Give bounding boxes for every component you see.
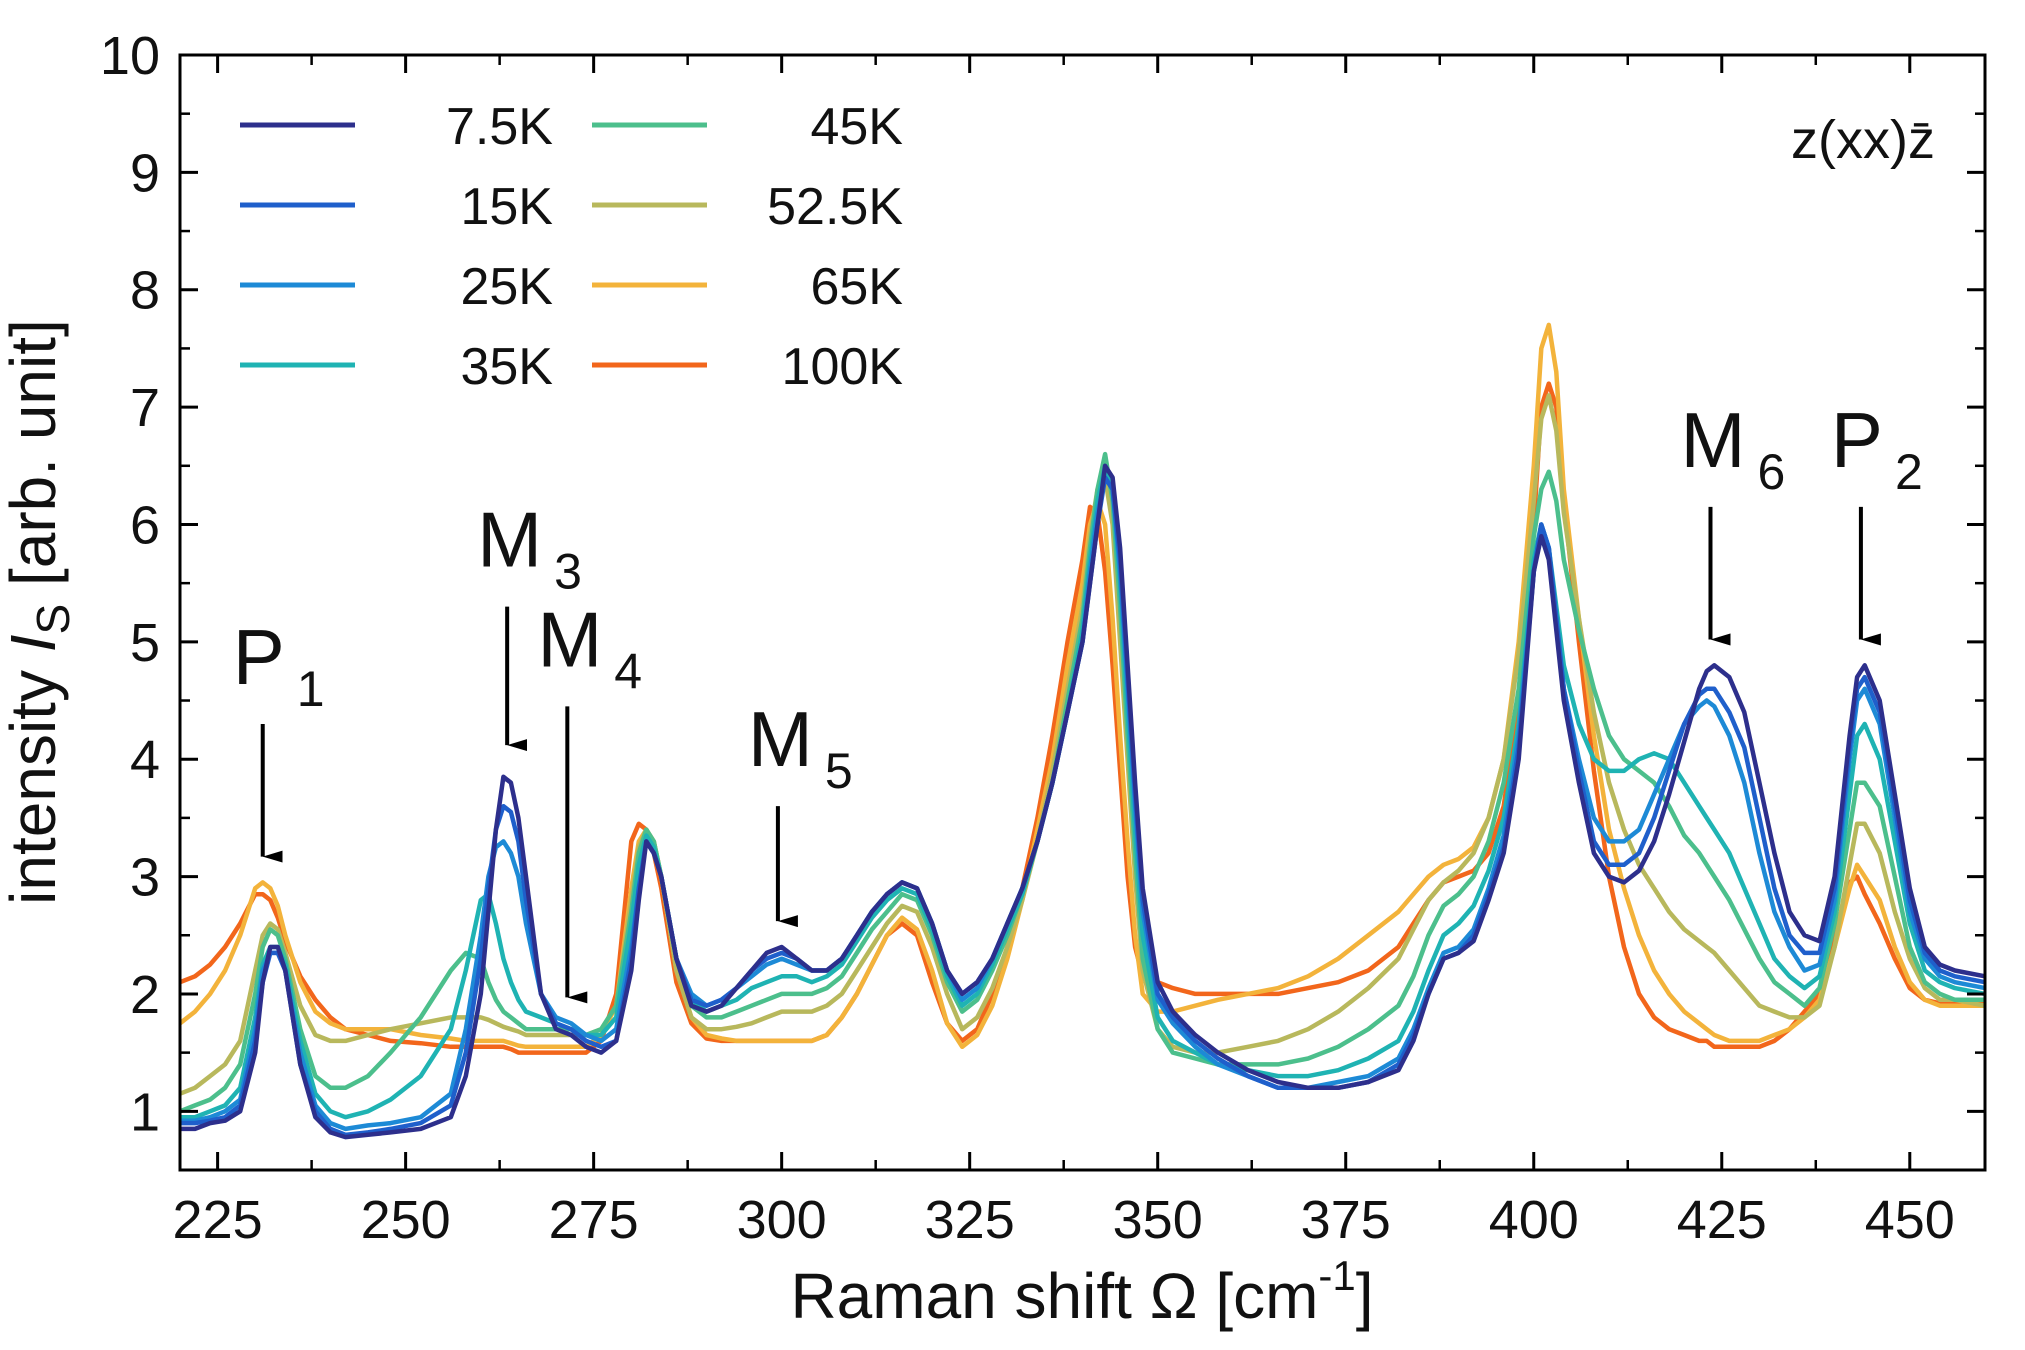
plot-frame [178,53,1987,1172]
y-tick-label: 4 [130,730,160,790]
y-tick-label: 7 [130,378,160,438]
x-tick-label: 325 [925,1190,1015,1250]
series-line-0 [180,463,1986,1140]
y-tick-label: 10 [100,26,160,86]
legend-label-7: 100K [782,338,904,396]
x-tick-label: 300 [737,1190,827,1250]
series-line-5 [179,393,1986,1096]
y-tick-label: 9 [130,143,160,203]
legend-label-0: 7.5K [446,98,553,156]
x-tick-label: 225 [173,1190,263,1250]
x-tick-label: 400 [1489,1190,1579,1250]
y-tick-label: 2 [130,965,160,1025]
polarization-label: z(xx)z̄ [1791,110,1935,170]
y-tick-label: 8 [130,261,160,321]
y-axis-label: intensity IS [arb. unit] [0,319,79,905]
series-line-7 [179,381,1985,1055]
x-tick-label: 450 [1865,1190,1955,1250]
x-tick-label: 375 [1301,1190,1391,1250]
x-axis-label: Raman shift Ω [cm-1] [790,1252,1373,1332]
x-tick-label: 350 [1113,1190,1203,1250]
y-tick-label: 3 [130,848,160,908]
legend-label-2: 25K [460,258,553,316]
legend-label-6: 65K [810,258,903,316]
legend-label-3: 35K [460,338,553,396]
y-tick-label: 1 [130,1082,160,1142]
legend-label-5: 52.5K [767,178,903,236]
x-tick-label: 425 [1677,1190,1767,1250]
y-tick-label: 5 [130,613,160,673]
legend-label-4: 45K [810,98,903,156]
x-tick-label: 250 [361,1190,451,1250]
x-tick-label: 275 [549,1190,639,1250]
y-tick-label: 6 [130,495,160,555]
legend-label-1: 15K [460,178,553,236]
